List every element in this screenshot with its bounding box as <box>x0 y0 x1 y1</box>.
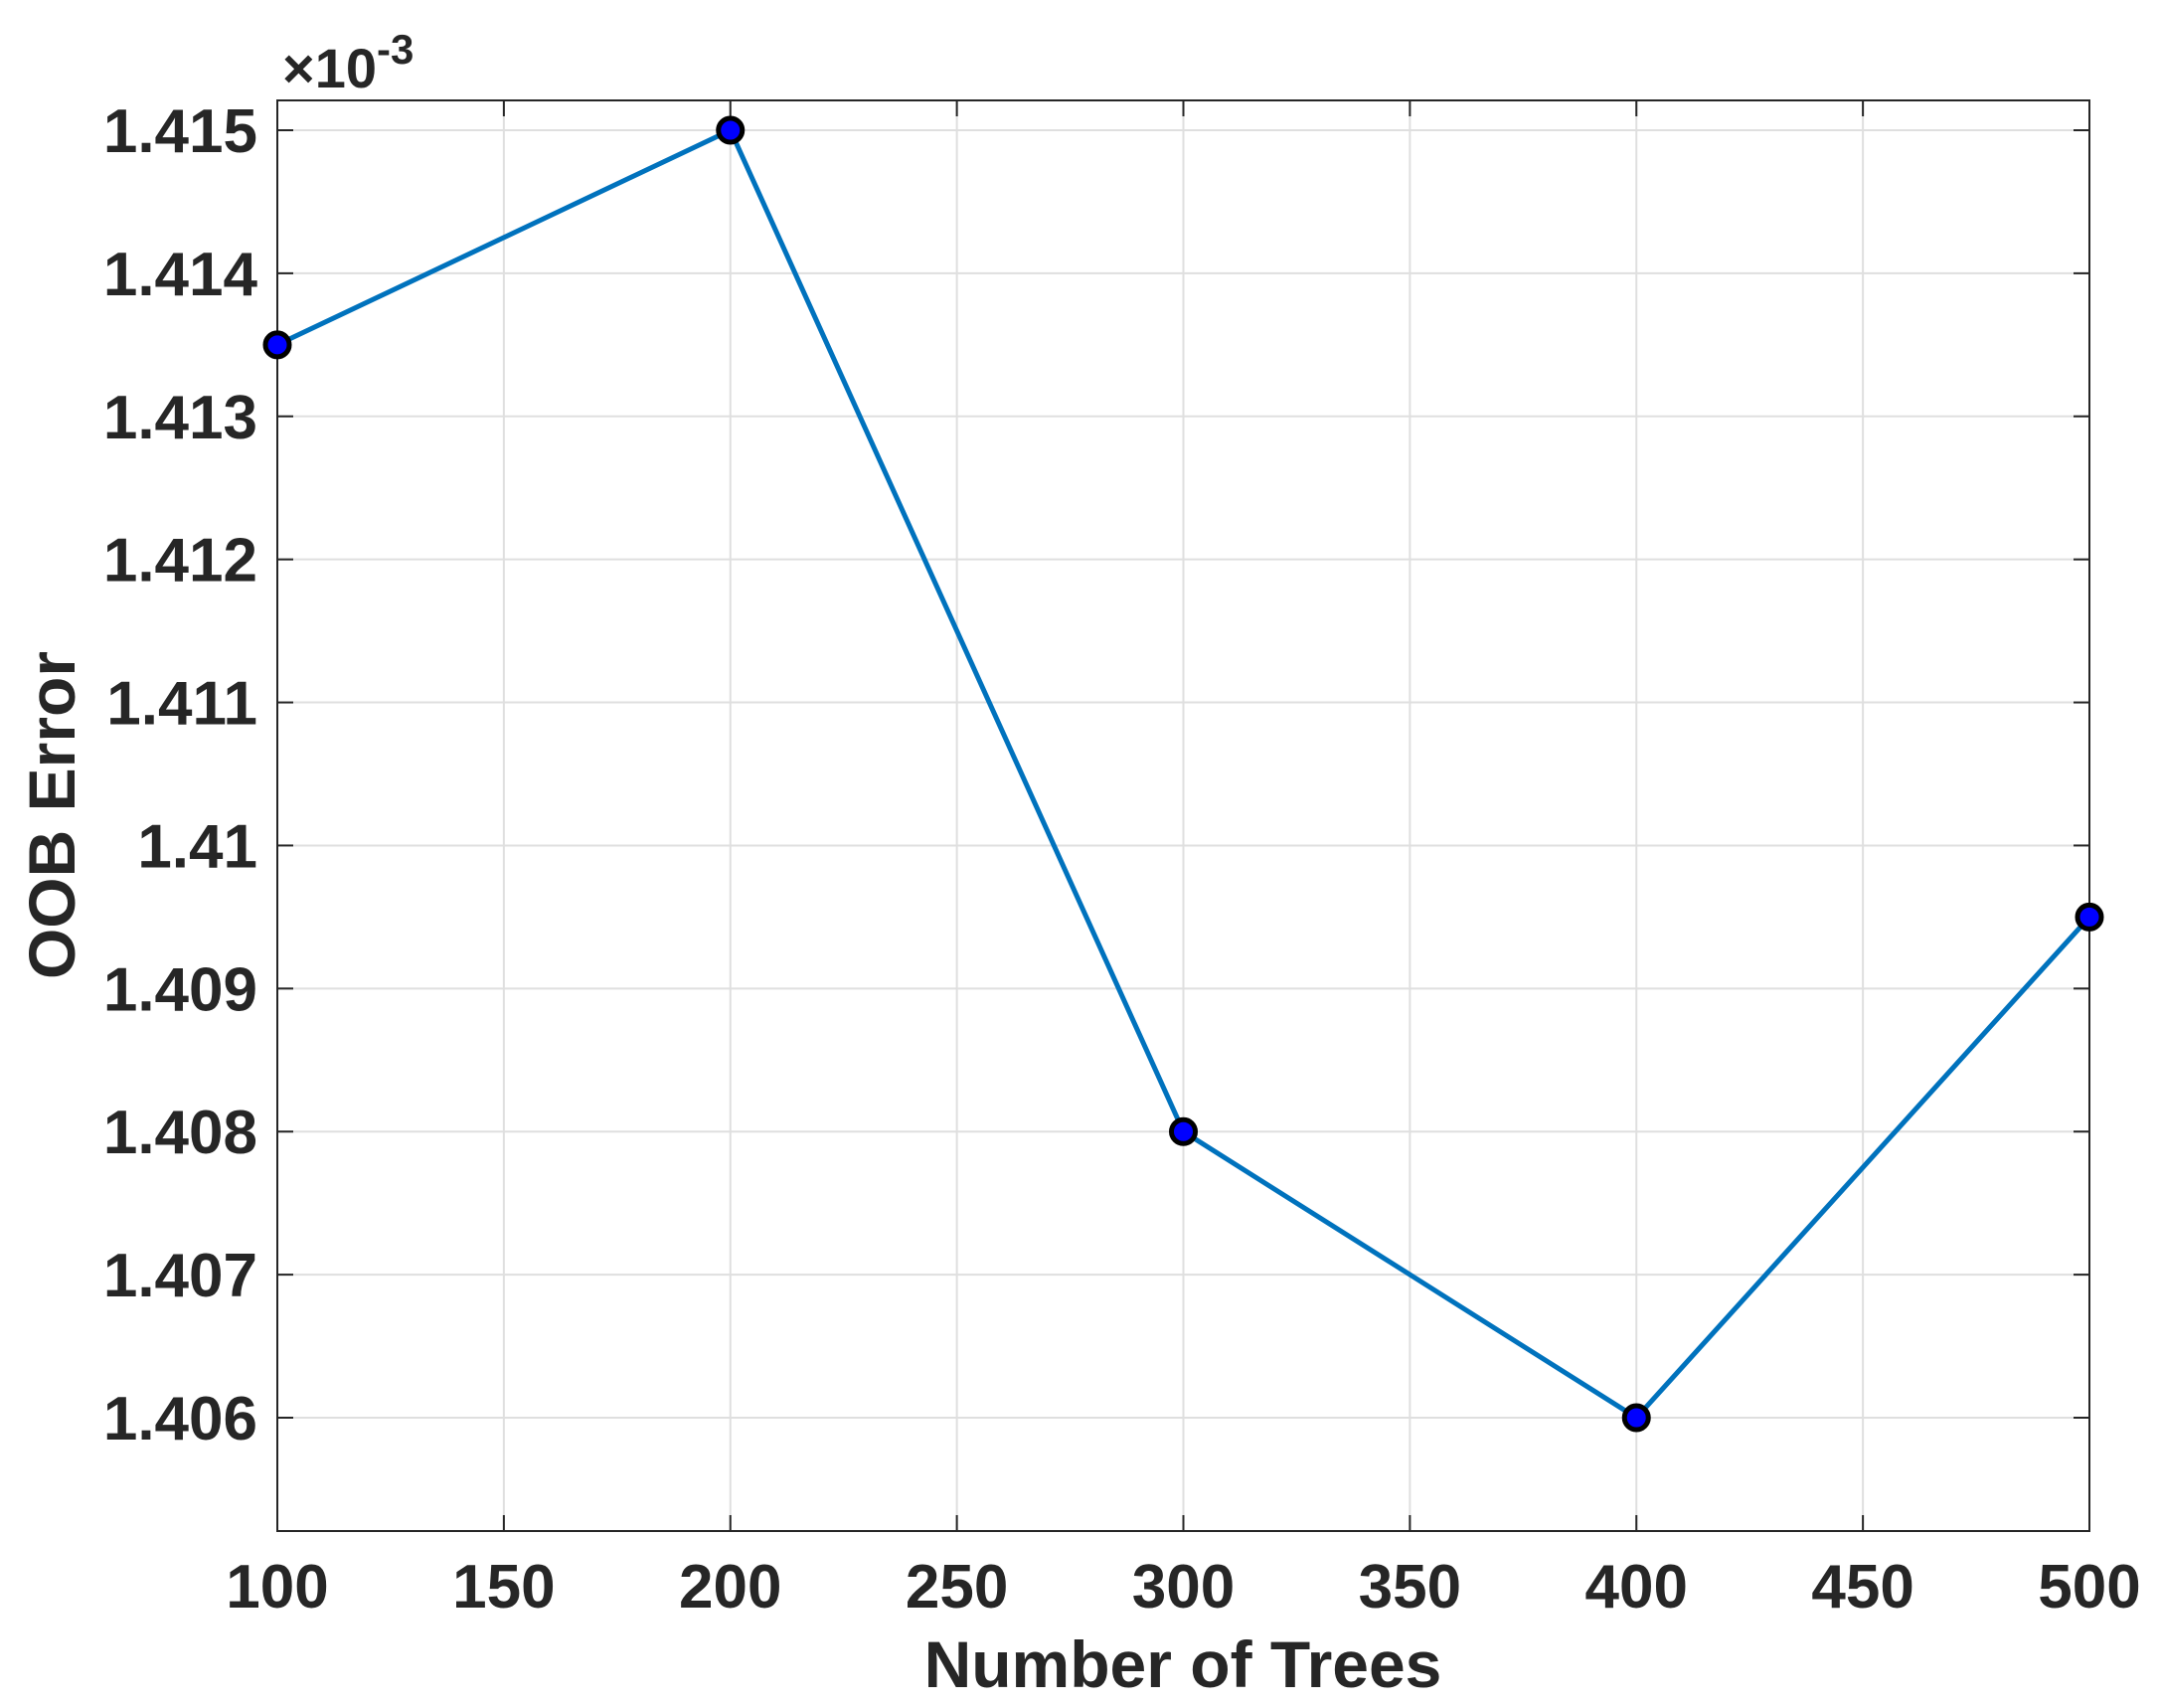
data-point <box>1169 1116 1198 1146</box>
y-exponent-label: ×10-3 <box>282 26 414 99</box>
data-point <box>262 330 292 360</box>
y-tick-label: 1.407 <box>103 1242 257 1310</box>
data-point <box>2075 902 2104 932</box>
x-tick-label: 450 <box>1811 1553 1913 1622</box>
x-tick-label: 250 <box>906 1553 1008 1622</box>
y-axis-label: OOB Error <box>15 651 88 979</box>
x-tick-labels: 100 150 200 250 300 350 400 450 500 <box>226 1553 2140 1622</box>
grid-lines <box>276 100 2090 1531</box>
x-tick-label: 300 <box>1132 1553 1235 1622</box>
x-axis-label: Number of Trees <box>924 1627 1442 1701</box>
axis-ticks <box>276 100 2090 1531</box>
x-tick-label: 400 <box>1585 1553 1688 1622</box>
x-tick-label: 150 <box>452 1553 555 1622</box>
y-tick-label: 1.414 <box>103 241 258 309</box>
y-tick-label: 1.415 <box>103 97 257 166</box>
x-tick-label: 200 <box>679 1553 781 1622</box>
y-tick-label: 1.413 <box>103 384 257 452</box>
y-tick-labels: 1.406 1.407 1.408 1.409 1.41 1.411 1.412 1.413 1… <box>103 97 258 1453</box>
series-layer <box>262 115 2104 1433</box>
y-exponent-power: -3 <box>377 26 414 73</box>
y-tick-label: 1.409 <box>103 955 257 1024</box>
x-tick-label: 500 <box>2038 1553 2140 1622</box>
data-point <box>1621 1403 1651 1433</box>
y-tick-label: 1.408 <box>103 1099 257 1167</box>
y-exponent-prefix: ×10 <box>282 37 377 99</box>
data-point <box>716 115 746 145</box>
x-tick-label: 100 <box>226 1553 328 1622</box>
y-tick-label: 1.412 <box>103 527 257 596</box>
y-tick-label: 1.406 <box>103 1385 257 1453</box>
y-tick-label: 1.41 <box>137 812 257 881</box>
y-tick-label: 1.411 <box>106 670 257 739</box>
x-tick-label: 350 <box>1359 1553 1461 1622</box>
